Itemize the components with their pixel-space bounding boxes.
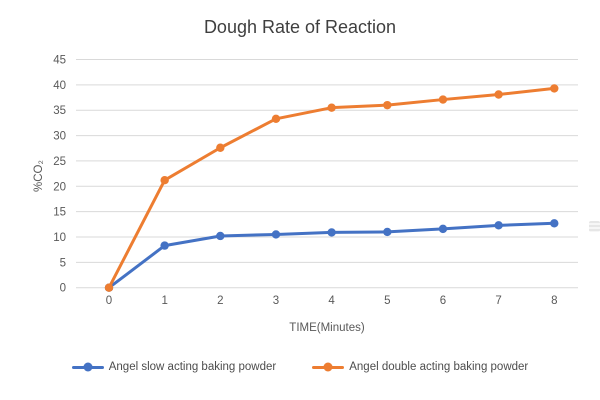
x-tick-label-0: 0 — [106, 295, 112, 307]
x-tick-label-4: 4 — [328, 295, 335, 307]
y-tick-label-40: 40 — [53, 80, 66, 92]
legend-marker-dot-blue — [83, 362, 93, 372]
data-point-series1-x0 — [104, 283, 114, 292]
data-point-series1-x6 — [438, 95, 448, 104]
data-point-series1-x8 — [550, 84, 559, 93]
y-tick-label-20: 20 — [53, 181, 66, 193]
x-tick-label-5: 5 — [384, 295, 390, 307]
data-point-series0-x6 — [438, 224, 448, 234]
x-tick-label-1: 1 — [161, 295, 167, 307]
y-tick-label-0: 0 — [60, 283, 66, 295]
x-tick-label-6: 6 — [440, 295, 446, 307]
legend-marker-line-orange — [312, 362, 345, 372]
data-point-series0-x5 — [383, 227, 392, 237]
edge-artifact — [589, 221, 600, 232]
legend-marker-dot-orange — [323, 362, 333, 372]
data-point-series1-x5 — [383, 100, 392, 110]
data-point-series1-x4 — [327, 103, 336, 112]
y-tick-label-15: 15 — [53, 207, 66, 219]
data-point-series1-x2 — [216, 143, 225, 152]
y-tick-label-10: 10 — [53, 232, 66, 244]
x-tick-label-3: 3 — [273, 295, 279, 307]
y-tick-label-25: 25 — [53, 156, 66, 168]
data-point-series1-x7 — [494, 90, 503, 99]
chart-legend: Angel slow acting baking powder Angel do… — [0, 361, 600, 373]
data-point-series1-x3 — [271, 114, 281, 124]
series-line-1 — [107, 86, 556, 290]
data-point-series0-x2 — [216, 231, 225, 241]
y-axis-title: %CO₂ — [33, 160, 45, 192]
y-tick-label-45: 45 — [53, 55, 66, 67]
data-point-series0-x1 — [160, 241, 169, 250]
data-point-series1-x1 — [160, 175, 169, 185]
data-point-series0-x3 — [271, 230, 281, 239]
x-tick-label-8: 8 — [551, 295, 557, 307]
y-tick-label-30: 30 — [53, 131, 66, 143]
legend-label-slow-acting: Angel slow acting baking powder — [108, 361, 277, 373]
legend-marker-line-blue — [71, 362, 104, 372]
x-tick-label-2: 2 — [217, 295, 223, 307]
x-tick-label-7: 7 — [495, 295, 501, 307]
chart-title: Dough Rate of Reaction — [203, 17, 397, 37]
data-point-series0-x8 — [550, 219, 559, 228]
data-point-series0-x7 — [494, 221, 503, 230]
y-tick-label-35: 35 — [53, 105, 66, 117]
legend-item-slow-acting: Angel slow acting baking powder — [71, 361, 277, 373]
x-axis-title: TIME(Minutes) — [289, 322, 365, 334]
y-tick-label-5: 5 — [60, 257, 66, 269]
legend-label-double-acting: Angel double acting baking powder — [349, 361, 529, 373]
data-point-series0-x4 — [327, 228, 336, 237]
legend-item-double-acting: Angel double acting baking powder — [312, 361, 528, 373]
